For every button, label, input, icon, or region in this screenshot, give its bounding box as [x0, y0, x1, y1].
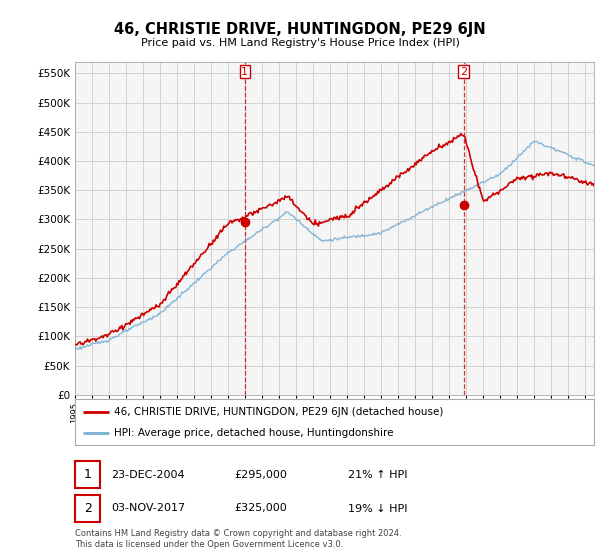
- Text: 2: 2: [83, 502, 92, 515]
- Text: HPI: Average price, detached house, Huntingdonshire: HPI: Average price, detached house, Hunt…: [114, 428, 394, 438]
- Text: 1: 1: [83, 468, 92, 482]
- Text: 03-NOV-2017: 03-NOV-2017: [111, 503, 185, 514]
- Text: Price paid vs. HM Land Registry's House Price Index (HPI): Price paid vs. HM Land Registry's House …: [140, 38, 460, 48]
- Text: £295,000: £295,000: [234, 470, 287, 480]
- Text: 19% ↓ HPI: 19% ↓ HPI: [348, 503, 407, 514]
- Text: 46, CHRISTIE DRIVE, HUNTINGDON, PE29 6JN: 46, CHRISTIE DRIVE, HUNTINGDON, PE29 6JN: [114, 22, 486, 38]
- Text: 2: 2: [460, 67, 467, 77]
- Text: £325,000: £325,000: [234, 503, 287, 514]
- Text: 21% ↑ HPI: 21% ↑ HPI: [348, 470, 407, 480]
- Text: 23-DEC-2004: 23-DEC-2004: [111, 470, 185, 480]
- Text: 1: 1: [241, 67, 248, 77]
- Text: Contains HM Land Registry data © Crown copyright and database right 2024.
This d: Contains HM Land Registry data © Crown c…: [75, 529, 401, 549]
- Text: 46, CHRISTIE DRIVE, HUNTINGDON, PE29 6JN (detached house): 46, CHRISTIE DRIVE, HUNTINGDON, PE29 6JN…: [114, 407, 443, 417]
